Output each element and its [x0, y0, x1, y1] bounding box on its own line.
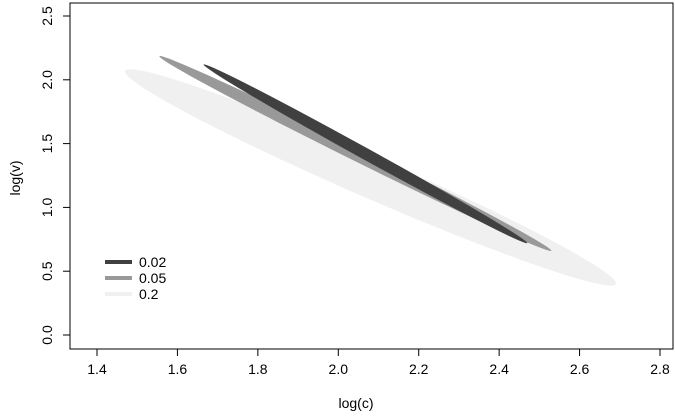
legend-label: 0.05 [139, 270, 166, 286]
x-tick-label: 2.8 [650, 361, 670, 377]
legend-label: 0.2 [139, 286, 159, 302]
x-axis: 1.4 1.6 1.8 2.0 2.2 2.4 2.6 2.8 [87, 348, 670, 377]
x-axis-label: log(c) [338, 395, 373, 411]
y-tick-label: 0.0 [39, 325, 55, 345]
x-tick-label: 1.8 [248, 361, 268, 377]
legend-label: 0.02 [139, 254, 166, 270]
legend: 0.020.050.2 [105, 254, 166, 302]
x-tick-label: 1.4 [87, 361, 107, 377]
y-tick-label: 1.0 [39, 197, 55, 217]
region-0_2 [125, 69, 616, 286]
y-tick-label: 0.5 [39, 261, 55, 281]
x-tick-label: 2.4 [489, 361, 509, 377]
x-tick-label: 1.6 [168, 361, 188, 377]
region-0_02 [203, 64, 528, 244]
x-tick-label: 2.6 [570, 361, 590, 377]
x-tick-label: 2.2 [409, 361, 429, 377]
y-axis-label: log(v) [7, 160, 23, 195]
y-tick-label: 2.0 [39, 70, 55, 90]
y-tick-label: 2.5 [39, 6, 55, 26]
y-axis: 0.0 0.5 1.0 1.5 2.0 2.5 [39, 6, 71, 345]
x-tick-label: 2.0 [329, 361, 349, 377]
confidence-regions [125, 55, 616, 286]
y-tick-label: 1.5 [39, 134, 55, 154]
